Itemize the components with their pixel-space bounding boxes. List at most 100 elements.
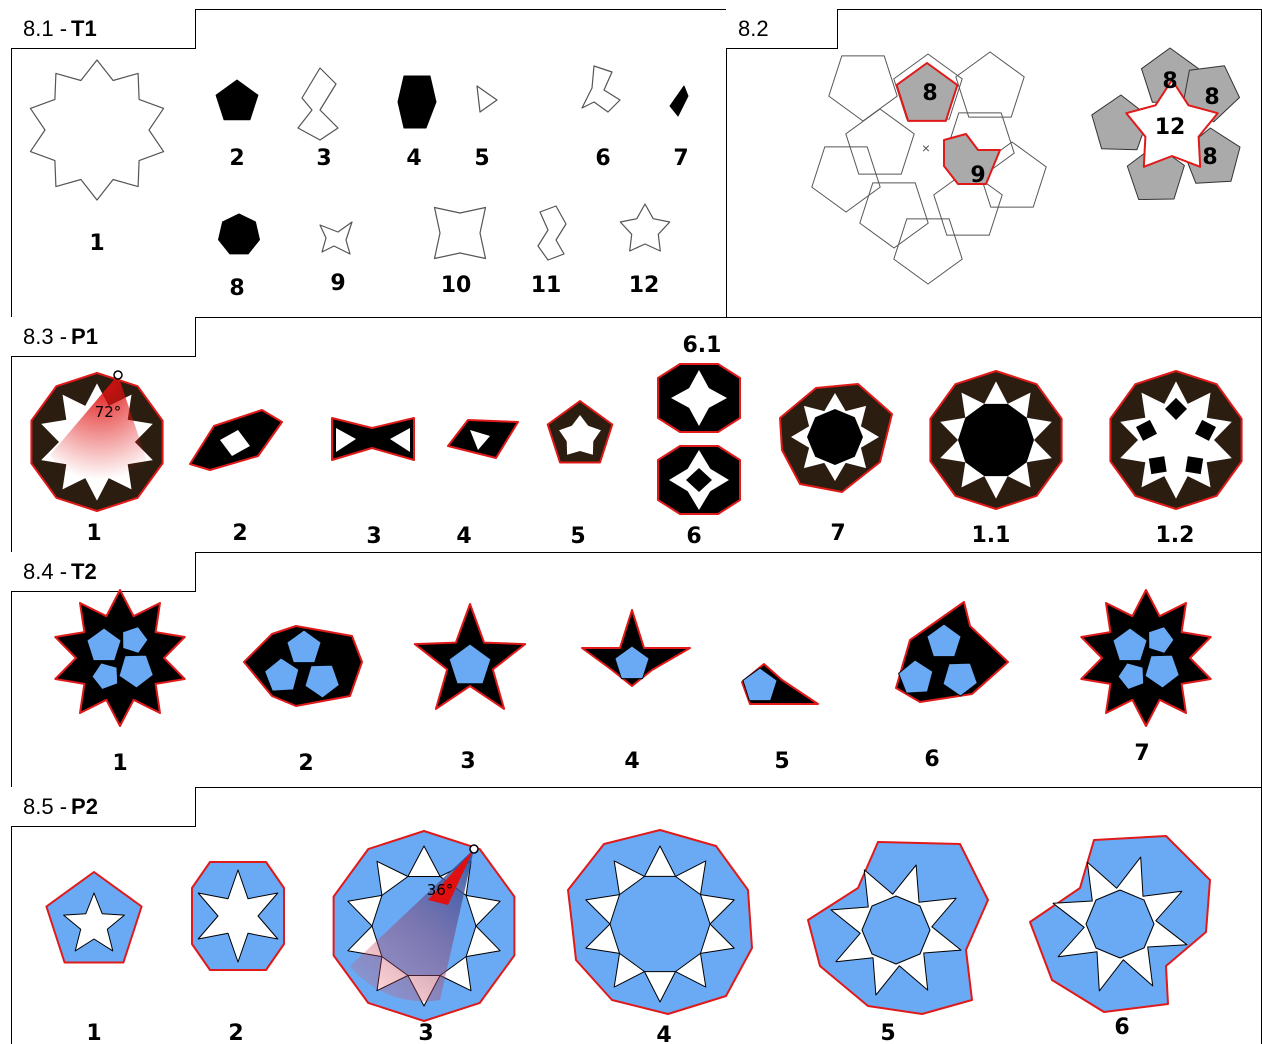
- angle-label: 36°: [427, 881, 454, 899]
- tile-outline: [581, 65, 621, 113]
- figure-label: 3: [460, 749, 475, 774]
- pentagon-outline: [845, 108, 915, 175]
- heptagon-shape: [218, 213, 260, 255]
- figure-label: 6: [595, 146, 610, 171]
- star-figure-1: [54, 589, 186, 727]
- section-label-8-5: 8.5 - P2: [11, 787, 196, 827]
- figure-label: 8: [1162, 69, 1177, 94]
- section-code: T2: [71, 558, 97, 584]
- hexagon-shape: [397, 75, 437, 129]
- figure-label: 1: [89, 231, 104, 256]
- tile-2-pent: [264, 657, 300, 692]
- tile-7-center: [807, 409, 863, 465]
- figure-label: 4: [624, 749, 639, 774]
- tile-6-center: [1085, 889, 1155, 959]
- decagon-figure-1-2-rhomb: [1195, 419, 1216, 441]
- figure-label: 6: [924, 747, 939, 772]
- star-4-pent: [614, 645, 650, 680]
- white-star-tile: [1125, 79, 1219, 168]
- figure-label: 2: [229, 146, 244, 171]
- figure-label: 1: [86, 1021, 101, 1044]
- decagon-figure-1-2-rhomb: [1185, 456, 1204, 475]
- bowtie-outline: [319, 221, 353, 255]
- figure-label: 12: [629, 273, 660, 298]
- star-figure-7-pent: [1112, 627, 1148, 662]
- figure-label: 8: [1204, 85, 1219, 110]
- figure-label: 4: [456, 524, 471, 549]
- figure-label: 2: [228, 1021, 243, 1044]
- tile-3-white: [336, 428, 356, 452]
- section-8-2-figures: × 8 9 8 8 12 8: [811, 47, 1241, 285]
- figure-label: 7: [1134, 741, 1149, 766]
- figure-label: 3: [316, 146, 331, 171]
- figure-label: 7: [673, 146, 688, 171]
- star-figure-7-pent: [1117, 662, 1145, 690]
- star-figure-7-pent: [1144, 654, 1180, 689]
- star-figure-1-pent: [86, 627, 122, 662]
- figure-label: 3: [366, 524, 381, 549]
- figure-label: 3: [418, 1021, 433, 1044]
- angle-tip: [428, 849, 474, 905]
- figure-label: 1: [112, 751, 127, 776]
- star-3-pent: [448, 643, 492, 685]
- zigzag-outline: [537, 205, 567, 261]
- thin-rhomb-shape: [669, 85, 689, 117]
- star-figure-1-pent: [118, 654, 154, 689]
- section-code: P1: [71, 323, 98, 349]
- figure-label: 7: [830, 521, 845, 546]
- figure-label: 8: [1202, 145, 1217, 170]
- pentagon-outline: [893, 218, 963, 285]
- decagram-outline: [29, 59, 165, 201]
- star-figure-1-pent: [91, 662, 119, 690]
- highlighted-pentagon: [895, 62, 959, 122]
- tile-6-pent: [942, 662, 978, 697]
- cross-star-outline: [433, 206, 487, 260]
- section-id: 8.2: [738, 15, 769, 41]
- pentagon-shape: [215, 79, 259, 121]
- figure-label: 4: [656, 1023, 671, 1044]
- figure-label: 10: [441, 273, 472, 298]
- tile-6-pent: [926, 623, 962, 658]
- section-id: 8.3: [23, 323, 54, 349]
- pentagon-outline: [955, 51, 1025, 118]
- hexagon-2-star: [197, 869, 279, 963]
- tile-6-pent: [898, 659, 934, 694]
- tile-5-center: [861, 895, 931, 965]
- section-label-8-1: 8.1 - T1: [11, 9, 196, 49]
- figure-label: 2: [232, 521, 247, 546]
- pentagon-outline: [859, 182, 929, 249]
- section-label-8-3: 8.3 - P1: [11, 317, 196, 357]
- highlighted-tile: [943, 133, 1001, 185]
- gray-pentagon: [1126, 144, 1185, 200]
- section-id: 8.1: [23, 15, 54, 41]
- hexagon-6-black: [686, 468, 712, 492]
- tile-3-white: [390, 428, 410, 452]
- figure-label: 9: [970, 163, 985, 188]
- tile-2-pent: [304, 664, 340, 699]
- section-code: T1: [71, 15, 97, 41]
- figure-label: 5: [774, 749, 789, 774]
- decagon-figure-1-1-center: [958, 403, 1034, 477]
- star-outline: [619, 203, 671, 252]
- star-figure-7-pent: [1148, 626, 1175, 654]
- decagon-figure-1-2-rhomb: [1136, 419, 1157, 441]
- bowtie-outline: [297, 67, 339, 141]
- pentagon-outline: [811, 146, 881, 213]
- figure-label: 12: [1155, 115, 1186, 140]
- decagon-figure-1-2-rhomb: [1148, 456, 1167, 475]
- angle-label: 72°: [95, 403, 122, 421]
- pivot-point: [113, 370, 123, 380]
- tile-5-pent: [742, 667, 778, 702]
- figure-label: 9: [330, 271, 345, 296]
- figure-label: 1.1: [972, 523, 1011, 548]
- star-figure-4: [581, 609, 691, 687]
- figure-label: 1.2: [1156, 523, 1195, 548]
- figure-label: 8: [922, 81, 937, 106]
- section-label-8-4: 8.4 - T2: [11, 552, 196, 592]
- figure-label: 8: [229, 276, 244, 301]
- tile-2-white: [220, 430, 250, 456]
- figure-label: 5: [474, 146, 489, 171]
- pivot-point: [469, 844, 479, 854]
